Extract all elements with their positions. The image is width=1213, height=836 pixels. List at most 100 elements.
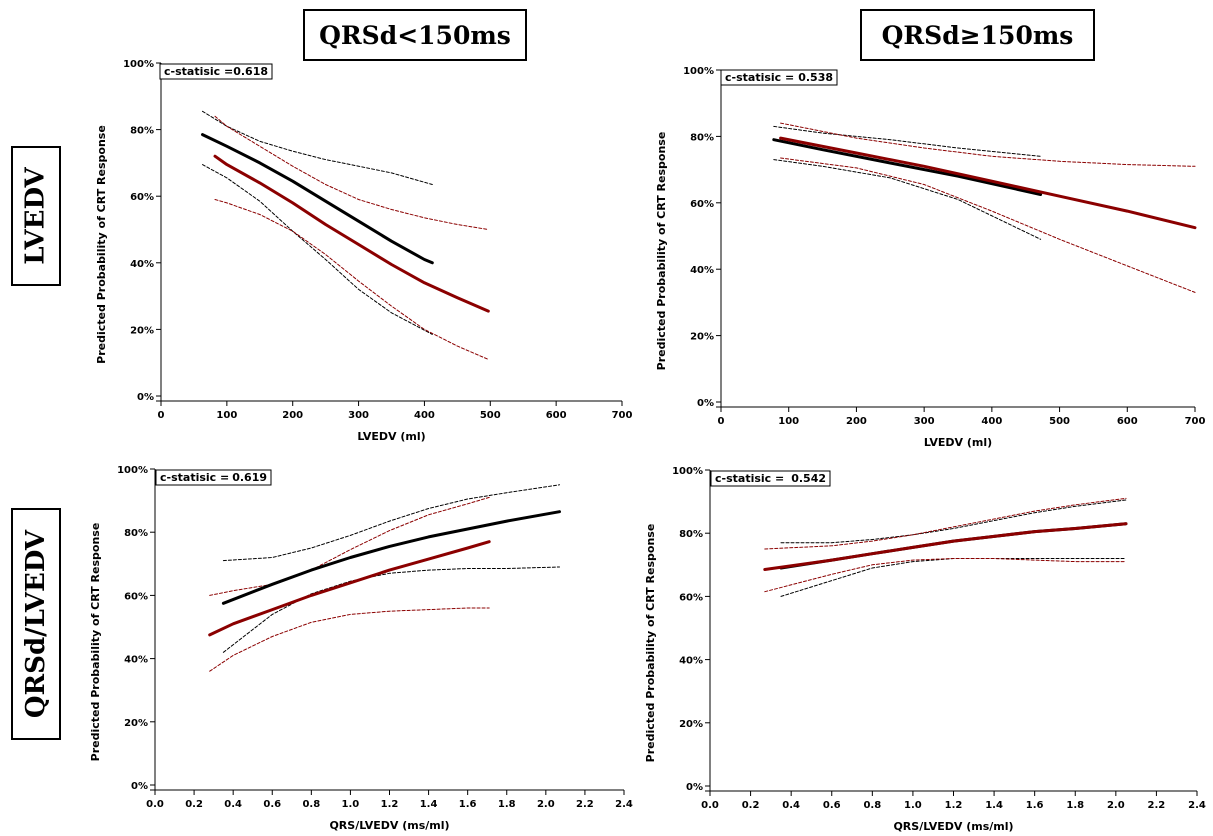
y-tick-label: 40% <box>130 259 154 270</box>
x-tick-label: 0.2 <box>742 800 760 811</box>
y-tick-label: 60% <box>130 192 154 203</box>
x-tick-label: 1.6 <box>459 799 477 810</box>
black-ci-line <box>202 110 433 185</box>
x-tick-label: 600 <box>1117 416 1138 427</box>
row-header-qrsd-lvedv: QRSd/LVEDV <box>11 508 61 740</box>
c-statistic-value: 0.618 <box>233 65 268 78</box>
red-ci-line <box>764 558 1127 593</box>
y-tick-label: 40% <box>690 265 714 276</box>
x-tick-label: 1.6 <box>1026 800 1044 811</box>
x-tick-label: 1.2 <box>381 799 399 810</box>
x-tick-label: 1.4 <box>985 800 1003 811</box>
x-axis-label: LVEDV (ml) <box>924 436 992 449</box>
c-statistic-value: 0.619 <box>232 471 267 484</box>
c-statistic-value: 0.542 <box>791 472 826 485</box>
x-tick-label: 300 <box>914 416 935 427</box>
black-ci-line <box>222 484 560 562</box>
y-tick-label: 100% <box>672 466 703 477</box>
x-tick-label: 2.2 <box>576 799 594 810</box>
x-tick-label: 200 <box>282 410 303 421</box>
c-statistic-label: c-statisic = <box>164 65 233 78</box>
black-ci-line <box>780 499 1127 544</box>
column-header-label: QRSd≥150ms <box>881 20 1074 50</box>
black-fit-line <box>201 133 434 265</box>
x-tick-label: 0.0 <box>701 800 719 811</box>
y-tick-label: 20% <box>690 332 714 343</box>
y-tick-label: 100% <box>683 66 714 77</box>
black-ci-line <box>773 125 1042 157</box>
x-tick-label: 400 <box>414 410 435 421</box>
c-statistic-label: c-statisic = <box>715 472 784 485</box>
y-tick-label: 0% <box>137 392 154 403</box>
red-fit-line <box>779 136 1197 230</box>
red-fit-line <box>763 522 1128 571</box>
x-tick-label: 1.0 <box>342 799 360 810</box>
x-tick-label: 700 <box>612 410 633 421</box>
x-tick-label: 600 <box>546 410 567 421</box>
x-tick-label: 0.4 <box>782 800 800 811</box>
y-tick-label: 80% <box>130 126 154 137</box>
red-ci-line <box>209 496 490 596</box>
red-fit-line <box>208 540 491 637</box>
black-ci-line <box>222 566 560 653</box>
x-tick-label: 200 <box>846 416 867 427</box>
black-fit-line <box>772 138 1043 196</box>
x-tick-label: 1.0 <box>904 800 922 811</box>
black-ci-line <box>780 558 1127 597</box>
y-tick-label: 0% <box>686 782 703 793</box>
column-header-qrsd-over-150: QRSd≥150ms <box>860 9 1095 61</box>
x-axis-label: QRS/LVEDV (ms/ml) <box>893 820 1013 833</box>
red-ci-line <box>764 497 1127 550</box>
y-tick-label: 80% <box>690 132 714 143</box>
red-fit-line <box>213 154 490 313</box>
red-ci-line <box>780 122 1196 167</box>
x-tick-label: 1.2 <box>945 800 963 811</box>
y-tick-label: 40% <box>679 656 703 667</box>
x-tick-label: 100 <box>216 410 237 421</box>
c-statistic-box <box>155 469 272 486</box>
c-statistic-value: 0.538 <box>798 71 833 84</box>
x-tick-label: 1.8 <box>1066 800 1084 811</box>
x-tick-label: 0.0 <box>146 799 164 810</box>
x-tick-label: 0.8 <box>863 800 881 811</box>
red-ci-line <box>780 157 1196 293</box>
c-statistic-label: c-statisic = <box>160 471 229 484</box>
x-tick-label: 2.0 <box>537 799 555 810</box>
x-tick-label: 400 <box>981 416 1002 427</box>
red-ci-line <box>214 115 489 230</box>
y-axis-label: Predicted Probability of CRT Response <box>644 524 657 763</box>
black-ci-line <box>202 164 433 335</box>
x-tick-label: 0.4 <box>224 799 242 810</box>
column-header-qrsd-under-150: QRSd<150ms <box>303 9 527 61</box>
y-axis-label: Predicted Probability of CRT Response <box>89 523 102 762</box>
x-tick-label: 2.0 <box>1107 800 1125 811</box>
x-tick-label: 2.4 <box>1188 800 1206 811</box>
row-header-lvedv: LVEDV <box>11 146 61 286</box>
c-statistic-label: c-statisic = <box>725 71 794 84</box>
x-tick-label: 0.6 <box>823 800 841 811</box>
black-ci-line <box>773 159 1042 240</box>
c-statistic-box <box>710 470 831 487</box>
x-axis-label: QRS/LVEDV (ms/ml) <box>329 819 449 832</box>
x-tick-label: 0.2 <box>185 799 203 810</box>
x-tick-label: 500 <box>480 410 501 421</box>
x-tick-label: 1.4 <box>420 799 438 810</box>
black-fit-line <box>221 510 561 605</box>
y-tick-label: 20% <box>679 719 703 730</box>
x-tick-label: 700 <box>1185 416 1206 427</box>
x-tick-label: 0 <box>158 410 165 421</box>
x-tick-label: 0.8 <box>302 799 320 810</box>
red-ci-line <box>214 199 489 360</box>
x-tick-label: 2.2 <box>1148 800 1166 811</box>
y-tick-label: 100% <box>123 59 154 70</box>
x-tick-label: 0 <box>718 416 725 427</box>
row-header-label: QRSd/LVEDV <box>21 529 52 719</box>
x-tick-label: 1.8 <box>498 799 516 810</box>
red-ci-line <box>209 607 490 672</box>
y-tick-label: 0% <box>697 398 714 409</box>
x-tick-label: 500 <box>1049 416 1070 427</box>
y-tick-label: 40% <box>124 655 148 666</box>
y-tick-label: 60% <box>124 591 148 602</box>
